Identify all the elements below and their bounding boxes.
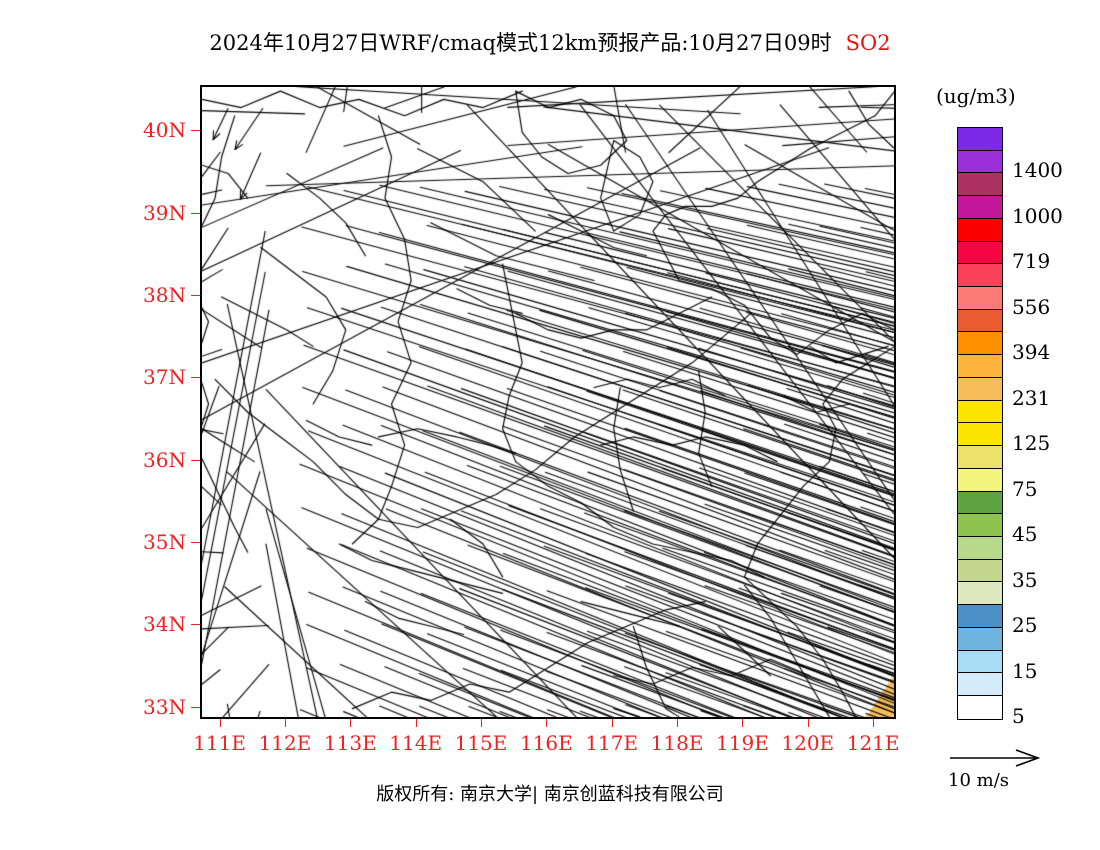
y-axis-tick: [191, 706, 200, 708]
chart-title: 2024年10月27日WRF/cmaq模式12km预报产品:10月27日09时 S…: [0, 27, 1100, 57]
colorbar-tick-label: 719: [1012, 249, 1051, 274]
x-axis-tick: [546, 719, 548, 727]
colorbar-band: [958, 491, 1002, 515]
colorbar-band: [958, 241, 1002, 265]
colorbar-tick-label: 25: [1012, 613, 1038, 638]
colorbar-tick-label: 231: [1012, 385, 1051, 410]
x-axis-tick: [611, 719, 613, 727]
wind-scale-label: 10 m/s: [948, 770, 1009, 791]
y-axis-label: 36N: [143, 447, 186, 472]
colorbar-band: [958, 582, 1002, 606]
wind-scale-legend: 10 m/s: [944, 748, 1084, 794]
colorbar-band: [958, 423, 1002, 447]
colorbar-tick-label: 556: [1012, 294, 1051, 319]
colorbar-band: [958, 196, 1002, 219]
wind-vector-field: [202, 87, 894, 717]
y-axis-tick: [191, 130, 200, 132]
x-axis-tick: [350, 719, 352, 727]
y-axis-tick: [191, 377, 200, 379]
colorbar-tick-label: 15: [1012, 658, 1038, 683]
x-axis-label: 112E: [258, 731, 312, 755]
colorbar-tick-label: 45: [1012, 522, 1038, 547]
colorbar-band: [958, 536, 1002, 560]
y-axis-tick: [191, 624, 200, 626]
colorbar-band: [958, 695, 1002, 719]
x-axis-tick: [219, 719, 221, 727]
y-axis-tick: [191, 294, 200, 296]
x-axis-label: 115E: [454, 731, 508, 755]
colorbar-tick-label: 394: [1012, 340, 1051, 365]
y-axis-label: 34N: [143, 612, 186, 637]
colorbar-band: [958, 650, 1002, 674]
colorbar-band: [958, 332, 1002, 356]
colorbar-band: [958, 514, 1002, 537]
x-axis-tick: [873, 719, 875, 727]
map-plot-area: [200, 85, 896, 719]
copyright-footer: 版权所有: 南京大学| 南京创蓝科技有限公司: [376, 784, 724, 805]
y-axis-tick: [191, 459, 200, 461]
colorbar-band: [958, 400, 1002, 424]
chart-title-main: 2024年10月27日WRF/cmaq模式12km预报产品:10月27日09时: [209, 31, 832, 55]
colorbar-tick-label: 35: [1012, 567, 1038, 592]
x-axis-label: 121E: [846, 731, 900, 755]
y-axis-label: 39N: [143, 200, 186, 225]
x-axis-tick: [677, 719, 679, 727]
colorbar-band: [958, 173, 1002, 197]
colorbar-band: [958, 309, 1002, 333]
y-axis-tick: [191, 212, 200, 214]
colorbar-band: [958, 377, 1002, 401]
colorbar-band: [958, 355, 1002, 378]
x-axis-label: 111E: [193, 731, 246, 755]
x-axis-label: 120E: [781, 731, 835, 755]
colorbar-tick-label: 5: [1012, 704, 1025, 728]
colorbar-band: [958, 673, 1002, 696]
x-axis-label: 117E: [585, 731, 639, 755]
colorbar-tick-label: 125: [1012, 431, 1051, 456]
colorbar-band: [958, 218, 1002, 242]
x-axis-tick: [415, 719, 417, 727]
x-axis-tick: [807, 719, 809, 727]
y-axis-label: 33N: [143, 694, 186, 719]
y-axis-tick: [191, 541, 200, 543]
colorbar-band: [958, 287, 1002, 310]
colorbar-band: [958, 605, 1002, 628]
y-axis-label: 35N: [143, 529, 186, 554]
colorbar-tick-label: 1400: [1012, 158, 1063, 183]
y-axis-label: 40N: [143, 118, 186, 143]
y-axis-label: 38N: [143, 282, 186, 307]
chart-title-species: SO2: [845, 31, 891, 55]
colorbar-tick-label: 1000: [1012, 203, 1063, 228]
colorbar: [957, 127, 1003, 720]
colorbar-band: [958, 559, 1002, 583]
x-axis-label: 114E: [389, 731, 443, 755]
x-axis-tick: [481, 719, 482, 727]
x-axis-label: 118E: [650, 731, 704, 755]
colorbar-band: [958, 627, 1002, 651]
x-axis-label: 113E: [323, 731, 377, 755]
wind-arrow-icon: [950, 749, 1041, 767]
colorbar-band: [958, 446, 1002, 469]
y-axis-label: 37N: [143, 365, 186, 390]
x-axis-label: 119E: [716, 731, 769, 755]
colorbar-band: [958, 128, 1002, 151]
x-axis-tick: [284, 719, 286, 727]
x-axis-label: 116E: [519, 731, 573, 755]
colorbar-band: [958, 150, 1002, 174]
colorbar-band: [958, 264, 1002, 288]
colorbar-units-label: (ug/m3): [936, 84, 1016, 108]
colorbar-band: [958, 468, 1002, 492]
colorbar-tick-label: 75: [1012, 476, 1038, 501]
x-axis-tick: [742, 719, 744, 727]
